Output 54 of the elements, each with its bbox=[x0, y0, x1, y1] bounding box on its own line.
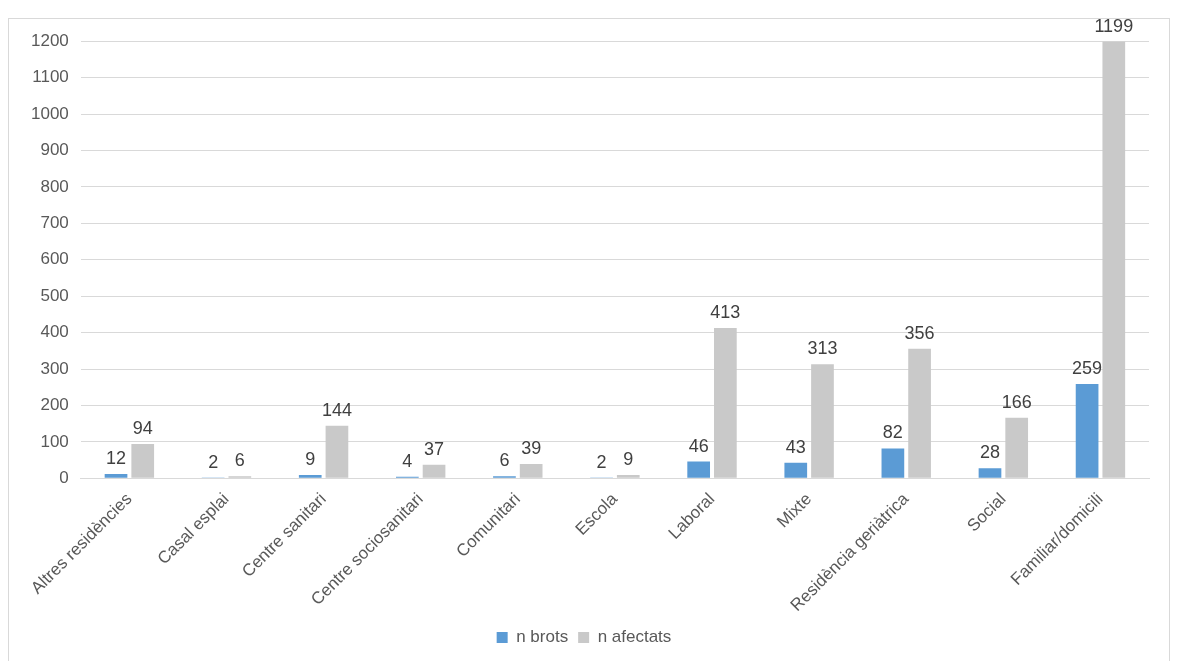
data-label: 37 bbox=[424, 438, 445, 459]
data-label: 46 bbox=[688, 435, 709, 456]
bar bbox=[519, 464, 543, 478]
data-label: 259 bbox=[1072, 357, 1103, 378]
data-label: 1199 bbox=[1094, 15, 1134, 36]
y-tick-label: 0 bbox=[59, 468, 69, 488]
data-label: 43 bbox=[785, 436, 806, 457]
data-label: 413 bbox=[710, 301, 741, 322]
data-label: 6 bbox=[234, 450, 245, 471]
data-label: 144 bbox=[321, 399, 352, 420]
bar bbox=[422, 464, 446, 478]
y-tick-label: 1000 bbox=[30, 103, 69, 123]
data-label: 39 bbox=[521, 438, 542, 459]
bar bbox=[131, 444, 155, 478]
bar bbox=[298, 475, 322, 478]
data-label: 12 bbox=[106, 447, 127, 468]
data-label: 2 bbox=[208, 451, 219, 472]
bar bbox=[616, 475, 640, 478]
y-tick-label: 200 bbox=[40, 395, 69, 415]
data-label: 4 bbox=[402, 450, 413, 471]
data-label: 6 bbox=[499, 450, 510, 471]
bar bbox=[811, 364, 834, 478]
bar bbox=[978, 468, 1002, 478]
bar bbox=[104, 473, 128, 478]
data-label: 166 bbox=[1001, 391, 1032, 412]
data-label: 82 bbox=[882, 422, 903, 443]
data-label: 9 bbox=[305, 449, 316, 470]
y-tick-label: 600 bbox=[40, 249, 69, 269]
y-tick-label: 900 bbox=[40, 140, 69, 160]
legend-label: n afectats bbox=[597, 627, 672, 647]
data-label: 94 bbox=[132, 418, 153, 439]
data-label: 313 bbox=[807, 338, 838, 359]
data-label: 356 bbox=[904, 322, 935, 343]
bar bbox=[881, 448, 905, 478]
bar bbox=[714, 327, 737, 478]
y-tick-label: 1200 bbox=[30, 30, 69, 50]
y-tick-label: 1100 bbox=[32, 67, 69, 87]
data-label: 28 bbox=[979, 442, 1000, 463]
y-tick-label: 300 bbox=[40, 358, 69, 378]
bar bbox=[1102, 41, 1126, 478]
data-label: 9 bbox=[623, 449, 634, 470]
data-label: 2 bbox=[596, 451, 607, 472]
bar bbox=[1075, 383, 1099, 478]
bar bbox=[908, 348, 931, 478]
y-tick-label: 500 bbox=[40, 285, 69, 305]
bar bbox=[325, 425, 349, 478]
bar bbox=[687, 461, 711, 478]
legend-label: n brots bbox=[516, 627, 569, 647]
bar bbox=[784, 462, 808, 478]
y-tick-label: 100 bbox=[40, 431, 69, 451]
bar bbox=[1005, 417, 1029, 478]
y-tick-label: 700 bbox=[40, 213, 69, 233]
y-tick-label: 400 bbox=[40, 322, 69, 342]
y-tick-label: 800 bbox=[40, 176, 69, 196]
